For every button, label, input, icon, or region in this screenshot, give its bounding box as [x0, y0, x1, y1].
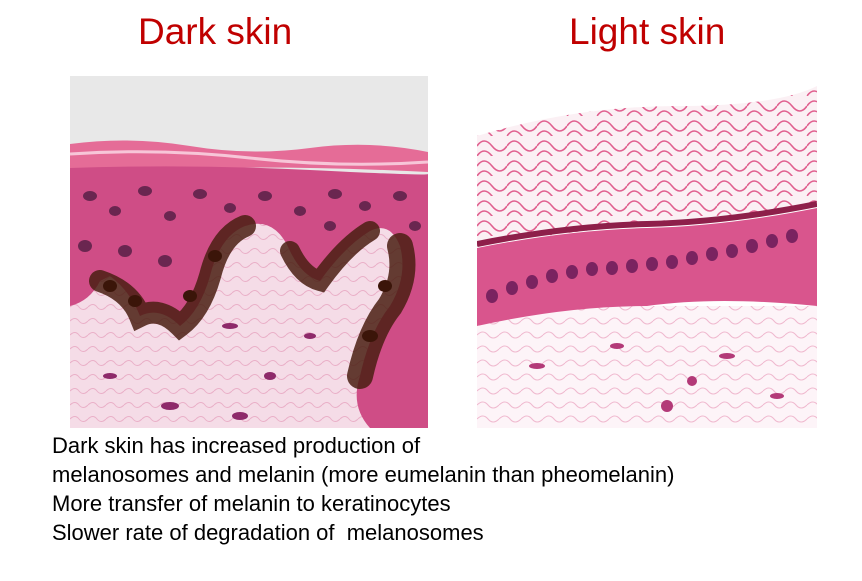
caption-line: More transfer of melanin to keratinocyte… — [52, 491, 451, 516]
dark-skin-micrograph — [70, 76, 428, 428]
caption-text: Dark skin has increased production of me… — [52, 431, 852, 547]
caption-line: Slower rate of degradation of melanosome… — [52, 520, 484, 545]
caption-line: melanosomes and melanin (more eumelanin … — [52, 462, 675, 487]
light-skin-title: Light skin — [569, 11, 726, 52]
dark-skin-title: Dark skin — [138, 11, 293, 52]
light-skin-histology-image — [477, 76, 817, 428]
caption-line: Dark skin has increased production of — [52, 433, 421, 458]
light-skin-micrograph — [477, 76, 817, 428]
dark-skin-histology-image — [70, 76, 428, 428]
